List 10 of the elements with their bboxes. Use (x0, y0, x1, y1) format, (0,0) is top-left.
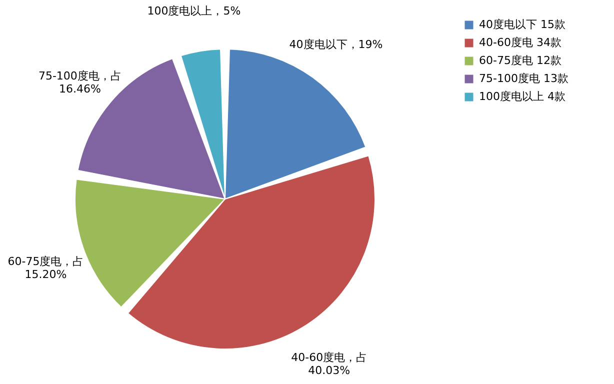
data-label: 75-100度电，占 16.46% (38, 69, 122, 96)
legend-label: 75-100度电 13款 (479, 72, 568, 85)
data-label: 40度电以下，19% (289, 38, 383, 51)
data-label: 60-75度电，占 15.20% (8, 254, 84, 281)
data-label: 40-60度电，占 40.03% (291, 350, 368, 377)
legend-label: 60-75度电 12款 (479, 54, 562, 67)
legend-label: 100度电以上 4款 (479, 90, 566, 103)
legend-label: 40度电以下 15款 (479, 18, 566, 31)
legend-label: 40-60度电 34款 (479, 36, 562, 49)
data-label: 100度电以上，5% (147, 4, 241, 18)
